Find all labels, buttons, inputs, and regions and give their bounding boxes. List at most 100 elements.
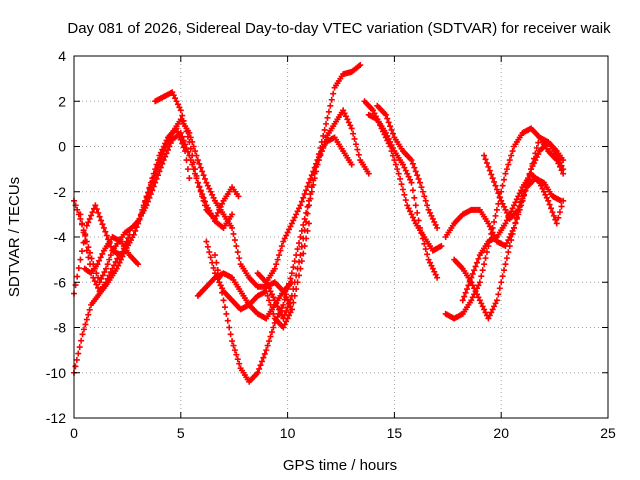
data-point [204,243,211,250]
data-point [109,265,116,272]
data-point [509,148,516,155]
data-point [488,226,495,233]
data-point [421,193,428,200]
data-point [419,235,426,242]
data-point [231,347,238,354]
data-point [119,248,126,255]
data-point [382,129,389,136]
data-point [519,195,526,202]
data-point [74,273,81,280]
data-point [348,161,355,168]
data-point [304,210,311,217]
data-point [270,324,277,331]
data-point [210,264,217,271]
data-point [549,209,556,216]
data-point [266,285,273,292]
data-point [186,129,193,136]
data-point [271,297,278,304]
data-point [469,294,476,301]
data-point [502,170,509,177]
data-point [189,138,196,145]
data-point [235,193,242,200]
data-point [388,126,395,133]
data-point [485,220,492,227]
data-point [475,282,482,289]
data-point [422,246,429,253]
data-point [293,272,300,279]
data-point [287,275,294,282]
data-point [271,265,278,272]
data-point [493,297,500,304]
data-point [143,193,150,200]
data-point [159,151,166,158]
data-point [560,166,567,173]
x-tick-label: 15 [387,425,403,441]
data-point [560,157,567,164]
data-point [194,157,201,164]
data-point [392,161,399,168]
series-track-k [254,107,372,322]
data-point [93,281,100,288]
data-point [211,270,218,277]
data-point [301,227,308,234]
data-point [391,157,398,164]
data-point [280,301,287,308]
data-point [283,318,290,325]
data-point [194,179,201,186]
data-point [95,209,102,216]
data-point [96,213,103,220]
data-marks [71,62,567,385]
data-point [157,155,164,162]
axis-ticks: 0 5 10 15 20 25 -12 -10 -8 -6 -4 -2 0 2 4 [46,48,616,441]
data-point [427,259,433,266]
data-point [257,362,264,369]
data-point [93,206,100,213]
data-point [355,151,362,158]
data-point [167,140,174,147]
data-point [496,285,503,292]
data-point [342,113,349,120]
data-point [459,297,466,304]
data-point [304,183,311,190]
data-point [399,161,406,168]
data-point [301,215,308,222]
data-point [506,157,513,164]
data-point [254,369,261,376]
data-point [506,243,513,250]
data-point [95,284,102,291]
data-point [99,250,106,257]
data-point [155,163,162,170]
data-point [384,132,391,139]
data-point [263,347,270,354]
data-point [324,114,331,121]
data-point [310,168,317,175]
data-point [83,247,90,254]
data-point [176,104,183,111]
data-point [266,297,273,304]
data-point [297,252,304,259]
data-point [518,199,525,206]
data-point [170,92,177,99]
data-point [505,161,512,168]
y-tick-label: 4 [58,48,66,64]
data-point [505,249,512,256]
data-point [85,244,92,251]
series-track-l [263,134,355,286]
data-point [530,160,537,167]
data-point [192,166,199,173]
data-point [468,274,475,281]
data-point [294,208,301,215]
data-point [387,138,394,145]
data-point [87,249,94,256]
data-point [98,217,105,224]
data-point [491,178,498,185]
data-point [260,354,267,361]
data-point [409,187,416,194]
data-point [199,193,206,200]
data-point [103,232,110,239]
data-point [340,107,347,114]
data-point [401,191,408,198]
data-point [354,146,361,153]
data-point [96,257,103,264]
data-point [407,208,414,215]
